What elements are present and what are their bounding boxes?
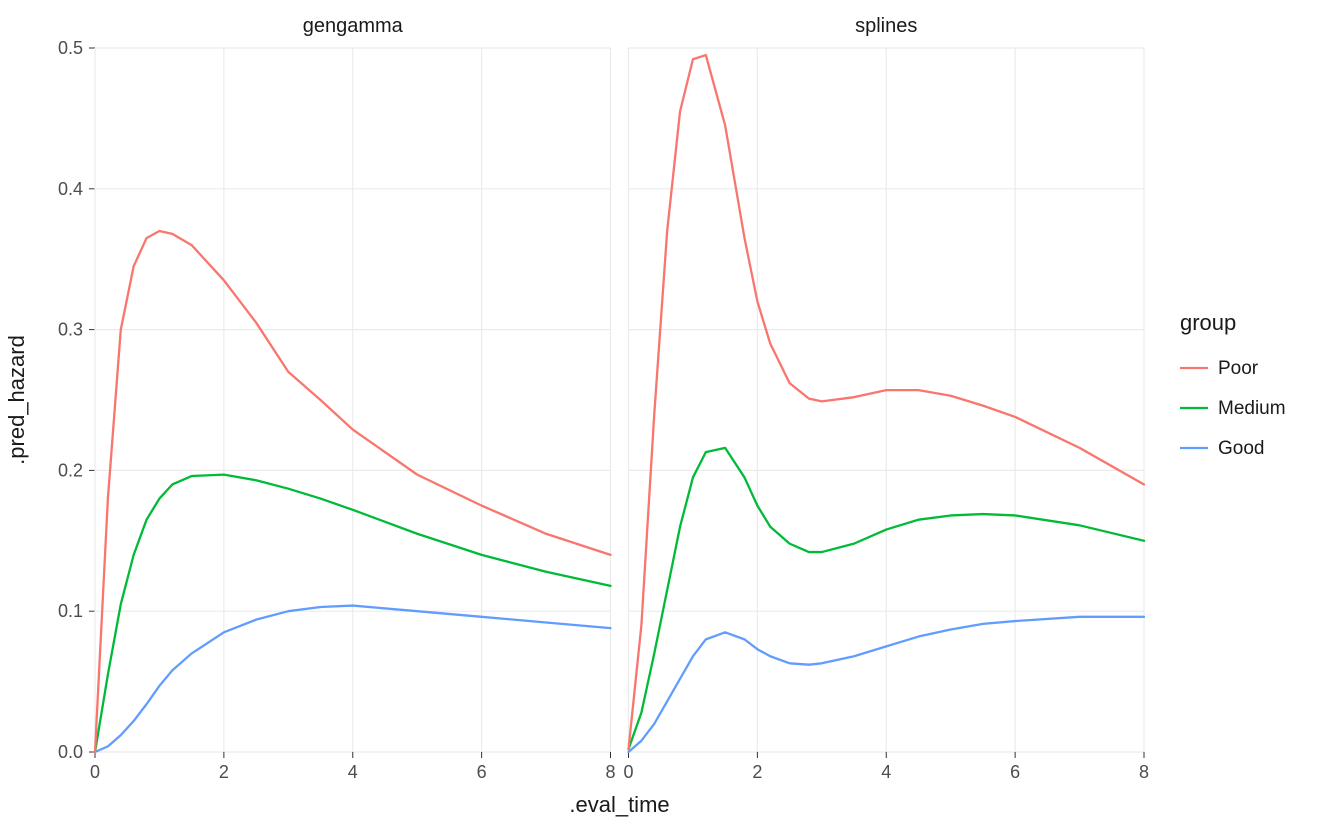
legend: group Poor Medium Good: [1180, 310, 1286, 459]
x-tick-label: 8: [1139, 762, 1149, 782]
x-tick-label: 8: [605, 762, 615, 782]
x-tick-label: 6: [1010, 762, 1020, 782]
facet-panel: gengamma 0 2 4 6 8: [90, 15, 616, 782]
x-tick-label: 2: [752, 762, 762, 782]
legend-title: group: [1180, 310, 1236, 335]
y-tick-label: 0.5: [58, 38, 83, 58]
x-tick-label: 0: [623, 762, 633, 782]
facet-panel: splines 0 2 4 6 8: [623, 15, 1149, 782]
y-tick-label: 0.3: [58, 320, 83, 340]
x-tick-label: 6: [477, 762, 487, 782]
legend-label: Good: [1218, 438, 1264, 459]
y-tick-label: 0.0: [58, 742, 83, 762]
x-tick-label: 0: [90, 762, 100, 782]
hazard-facet-chart: .pred_hazard .eval_time 0.0 0.1 0.2 0.3 0.4 0.5…: [0, 0, 1344, 830]
x-tick-label: 2: [219, 762, 229, 782]
y-tick-label: 0.2: [58, 460, 83, 480]
facet-title: splines: [855, 15, 917, 37]
x-axis-label: .eval_time: [569, 792, 669, 817]
y-tick-label: 0.1: [58, 601, 83, 621]
x-tick-label: 4: [881, 762, 891, 782]
x-tick-label: 4: [348, 762, 358, 782]
y-axis-label: .pred_hazard: [4, 335, 29, 465]
legend-label: Poor: [1218, 358, 1259, 379]
chart-svg: .pred_hazard .eval_time 0.0 0.1 0.2 0.3 0.4 0.5…: [0, 0, 1344, 830]
y-tick-label: 0.4: [58, 179, 83, 199]
legend-label: Medium: [1218, 398, 1286, 419]
facet-title: gengamma: [303, 15, 404, 37]
